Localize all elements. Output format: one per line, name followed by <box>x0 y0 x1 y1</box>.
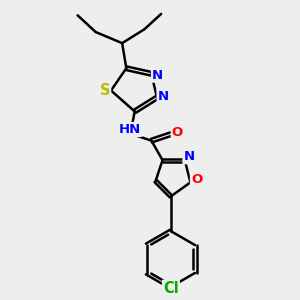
Text: S: S <box>100 83 110 98</box>
Text: Cl: Cl <box>163 281 179 296</box>
Text: O: O <box>172 126 183 139</box>
Text: N: N <box>158 90 169 103</box>
Text: N: N <box>183 150 195 163</box>
Text: O: O <box>191 173 202 186</box>
Text: HN: HN <box>119 123 141 136</box>
Text: N: N <box>152 69 163 82</box>
